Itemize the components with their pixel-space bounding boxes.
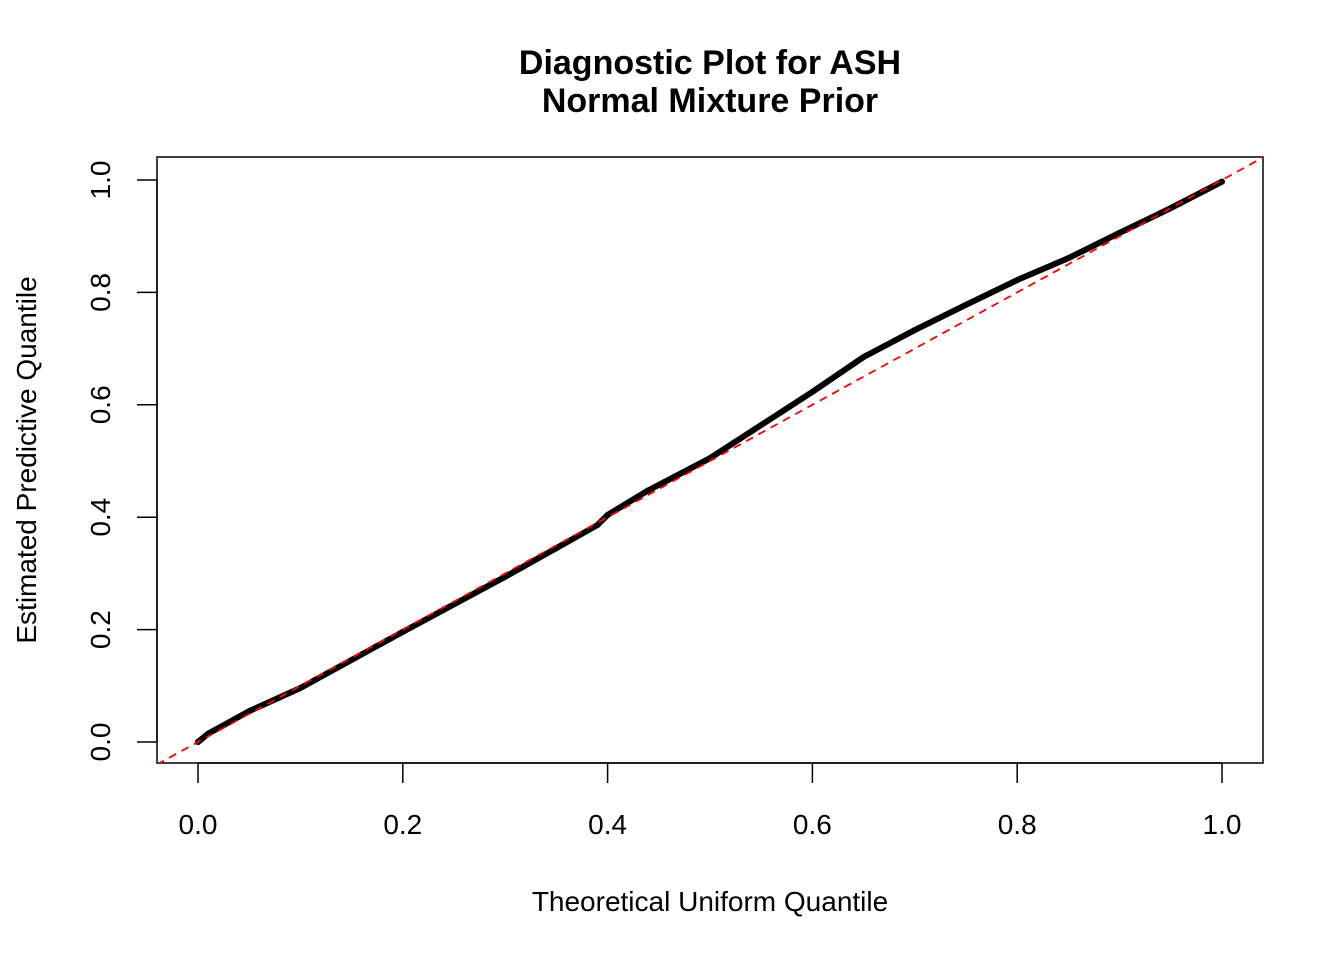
data-point: [645, 487, 652, 494]
y-tick-label: 0.0: [85, 723, 116, 762]
chart-title: Diagnostic Plot for ASH: [519, 44, 901, 82]
data-point: [1014, 277, 1021, 284]
y-tick-label: 0.2: [85, 610, 116, 649]
y-tick-label: 0.8: [85, 273, 116, 312]
x-tick-label: 0.8: [998, 809, 1037, 840]
x-tick-label: 0.6: [793, 809, 832, 840]
x-axis-label: Theoretical Uniform Quantile: [532, 886, 888, 917]
data-point: [594, 522, 601, 529]
x-axis: 0.0 0.2 0.4 0.6 0.8 1.0: [179, 762, 1242, 840]
x-tick-label: 1.0: [1203, 809, 1242, 840]
data-point: [963, 301, 969, 308]
data-point: [758, 422, 765, 429]
data-point: [1219, 178, 1225, 185]
y-tick-label: 0.4: [85, 498, 116, 537]
data-point: [809, 388, 816, 395]
reference-line: [157, 157, 1263, 763]
data-point: [1116, 229, 1123, 236]
y-axis-label: Estimated Predictive Quantile: [11, 276, 42, 643]
data-point: [860, 354, 867, 361]
x-tick-label: 0.4: [588, 809, 627, 840]
x-tick-label: 0.0: [179, 809, 218, 840]
data-point: [1065, 255, 1072, 262]
x-tick-label: 0.2: [383, 809, 422, 840]
data-point: [399, 628, 406, 635]
data-point: [604, 511, 611, 518]
y-axis: 0.0 0.2 0.4 0.6 0.8 1.0: [85, 161, 158, 762]
data-point: [246, 708, 253, 715]
y-tick-label: 0.6: [85, 385, 116, 424]
plot-area: [157, 157, 1263, 763]
data-point: [911, 327, 918, 334]
y-tick-label: 1.0: [85, 161, 116, 200]
chart-subtitle: Normal Mixture Prior: [542, 82, 878, 120]
data-point: [502, 573, 509, 580]
